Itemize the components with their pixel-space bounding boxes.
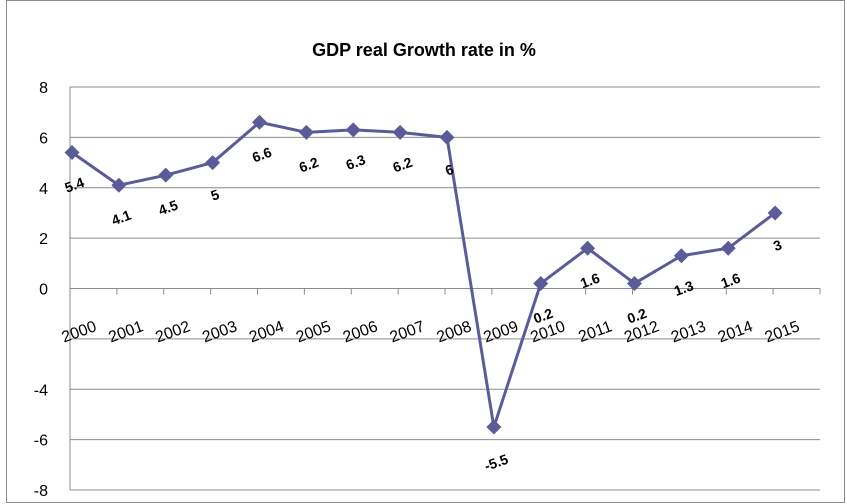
- data-label: 0.2: [625, 305, 649, 327]
- y-tick-label: 0: [39, 282, 48, 299]
- data-point-marker: [533, 275, 549, 291]
- data-label: 5.4: [62, 174, 86, 196]
- x-tick-label: 2001: [106, 318, 145, 346]
- data-point-marker: [64, 144, 80, 160]
- y-tick-label: 6: [39, 130, 48, 147]
- x-tick-label: 2006: [341, 318, 380, 346]
- data-label: 5: [209, 186, 222, 204]
- x-tick-label: 2008: [435, 318, 474, 346]
- data-label: 1.6: [578, 270, 602, 292]
- data-point-marker: [111, 177, 127, 193]
- data-label: 6.3: [344, 151, 368, 173]
- data-label: 6.6: [250, 144, 274, 166]
- data-point-marker: [345, 122, 361, 138]
- chart-title: GDP real Growth rate in %: [312, 40, 536, 60]
- data-point-marker: [627, 275, 642, 291]
- data-point-marker: [767, 205, 783, 221]
- data-point-marker: [205, 155, 221, 171]
- data-point-marker: [298, 124, 314, 140]
- data-point-marker: [158, 167, 174, 183]
- data-label: 6.2: [391, 154, 415, 176]
- data-label: 4.5: [156, 197, 180, 219]
- data-point-marker: [439, 129, 455, 145]
- y-tick-label: -4: [34, 382, 48, 399]
- data-point-marker: [720, 240, 736, 256]
- data-label: 1.3: [672, 277, 696, 299]
- y-tick-label: -6: [34, 433, 48, 450]
- data-point-marker: [580, 240, 596, 256]
- x-tick-label: 2007: [388, 318, 427, 346]
- data-label: 1.6: [719, 270, 743, 292]
- data-point-marker: [392, 124, 408, 140]
- x-tick-label: 2013: [669, 318, 708, 346]
- y-tick-label: 2: [39, 231, 48, 248]
- data-label: 4.1: [109, 207, 133, 229]
- x-tick-label: 2002: [153, 318, 192, 346]
- data-point-marker: [252, 114, 267, 130]
- x-tick-label: 2005: [294, 318, 333, 346]
- data-label: 6.2: [297, 154, 321, 176]
- x-tick-label: 2015: [763, 318, 802, 346]
- x-tick-label: 2009: [481, 318, 520, 346]
- x-tick-label: 2004: [247, 318, 286, 346]
- data-point-marker: [486, 419, 502, 435]
- series-line: [71, 120, 777, 429]
- y-tick-label: -8: [34, 483, 48, 500]
- x-tick-label: 2011: [576, 318, 614, 346]
- x-tick-label: 2000: [60, 318, 99, 346]
- y-tick-label: 8: [39, 80, 48, 97]
- data-label: 3: [771, 236, 784, 254]
- data-label: 0.2: [531, 305, 555, 327]
- y-tick-label: 4: [39, 181, 48, 198]
- data-label: 6: [443, 161, 456, 179]
- x-tick-label: 2014: [716, 318, 755, 346]
- data-point-marker: [673, 248, 689, 264]
- x-tick-label: 2003: [200, 318, 239, 346]
- data-label: -5.5: [482, 451, 510, 474]
